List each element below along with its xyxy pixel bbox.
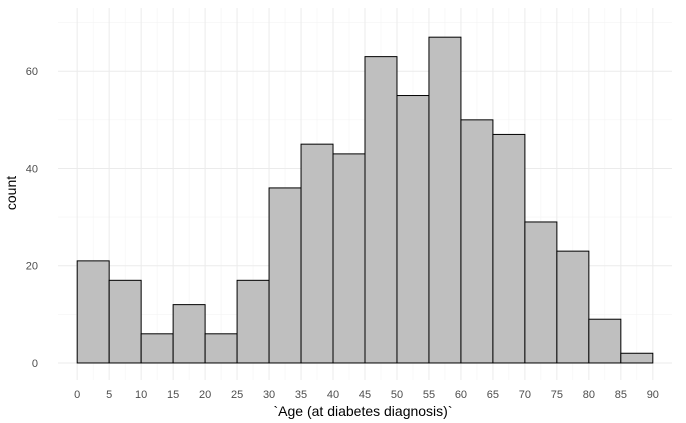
y-tick-label: 20 — [26, 261, 38, 273]
histogram-bar — [620, 352, 654, 364]
histogram-bar — [300, 143, 334, 364]
x-tick-label: 85 — [615, 389, 627, 401]
x-tick-label: 45 — [359, 389, 371, 401]
histogram-bar — [524, 221, 558, 364]
x-tick-label: 70 — [519, 389, 531, 401]
x-tick-label: 20 — [199, 389, 211, 401]
histogram-bar — [140, 333, 174, 364]
y-tick-label: 60 — [26, 66, 38, 78]
x-tick-label: 60 — [455, 389, 467, 401]
x-tick-label: 55 — [423, 389, 435, 401]
histogram-bar — [492, 133, 526, 364]
x-tick-label: 40 — [327, 389, 339, 401]
x-tick-label: 35 — [295, 389, 307, 401]
histogram-bar — [460, 119, 494, 364]
x-tick-label: 5 — [106, 389, 112, 401]
y-axis-title: count — [3, 176, 19, 210]
histogram-bar — [236, 279, 270, 364]
histogram-bar — [268, 187, 302, 364]
x-tick-label: 10 — [135, 389, 147, 401]
histogram-bar — [428, 36, 462, 364]
histogram-bar — [204, 333, 238, 364]
histogram-bar — [364, 56, 398, 364]
histogram-bar — [556, 250, 590, 364]
x-tick-label: 15 — [167, 389, 179, 401]
y-tick-label: 0 — [32, 358, 38, 370]
histogram-bar — [396, 95, 430, 364]
x-tick-label: 0 — [74, 389, 80, 401]
y-tick-label: 40 — [26, 163, 38, 175]
x-tick-label: 25 — [231, 389, 243, 401]
x-tick-label: 80 — [583, 389, 595, 401]
histogram-bar — [332, 153, 366, 364]
y-axis-ticks: 0 20 40 60 — [26, 66, 38, 370]
histogram-bar — [108, 279, 142, 364]
histogram-bar — [76, 260, 110, 364]
x-tick-label: 75 — [551, 389, 563, 401]
histogram-bar — [588, 318, 622, 364]
histogram-bar — [172, 304, 206, 364]
x-tick-label: 65 — [487, 389, 499, 401]
x-tick-label: 90 — [647, 389, 659, 401]
x-tick-label: 50 — [391, 389, 403, 401]
histogram-bars — [76, 36, 654, 364]
x-tick-label: 30 — [263, 389, 275, 401]
x-axis-title: `Age (at diabetes diagnosis)` — [274, 403, 453, 419]
x-axis-ticks: 0 5 10 15 20 25 30 35 40 45 50 55 60 65 70 75 80 85 90 — [74, 389, 659, 401]
